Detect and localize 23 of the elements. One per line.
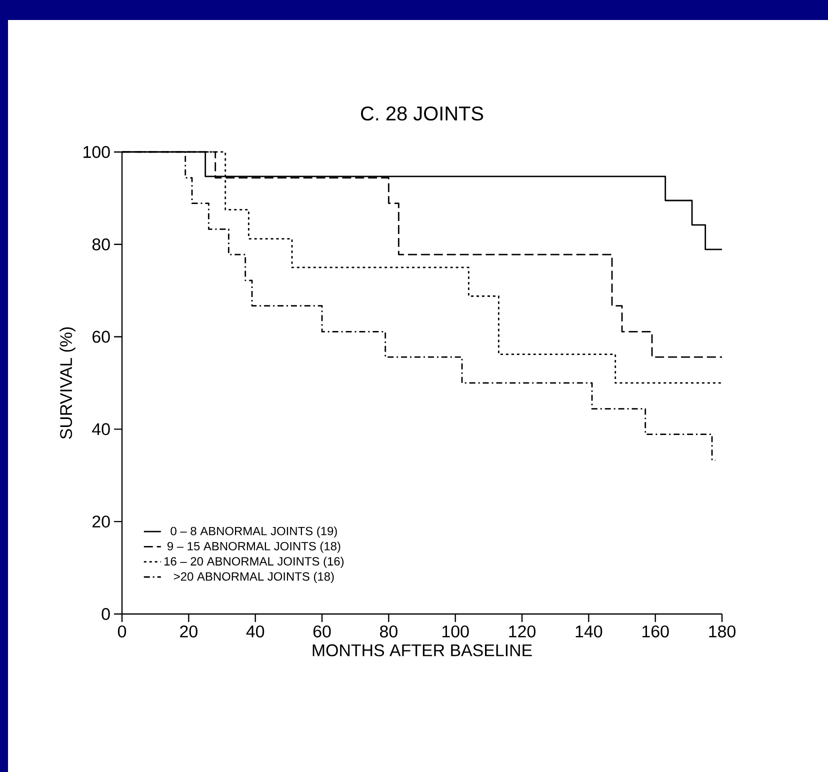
legend-label: 16 – 20 ABNORMAL JOINTS (16) <box>164 556 344 568</box>
legend-label: 0 – 8 ABNORMAL JOINTS (19) <box>170 526 337 538</box>
chart-title: C. 28 JOINTS <box>361 106 484 121</box>
x-tick-label: 0 <box>118 625 126 638</box>
legend-label: >20 ABNORMAL JOINTS (18) <box>174 572 334 584</box>
x-tick-label: 100 <box>442 625 469 638</box>
x-tick-label: 60 <box>313 625 331 638</box>
y-tick-label: 0 <box>102 608 110 620</box>
x-tick-label: 120 <box>509 625 536 638</box>
y-tick-label: 40 <box>92 423 110 436</box>
x-tick-label: 20 <box>180 625 198 638</box>
x-tick-label: 180 <box>709 625 736 638</box>
y-tick-label: 100 <box>84 146 110 158</box>
y-tick-label: 20 <box>92 516 110 528</box>
y-axis-title: SURVIVAL (%) <box>60 327 76 439</box>
x-tick-label: 140 <box>576 625 602 638</box>
y-tick-label: 60 <box>92 330 110 343</box>
y-tick-label: 80 <box>92 238 110 250</box>
x-tick-label: 80 <box>380 625 398 638</box>
x-axis-title: MONTHS AFTER BASELINE <box>312 644 532 656</box>
x-tick-label: 160 <box>642 625 669 638</box>
legend-label: 9 – 15 ABNORMAL JOINTS (18) <box>167 542 340 553</box>
x-tick-label: 40 <box>246 625 264 638</box>
